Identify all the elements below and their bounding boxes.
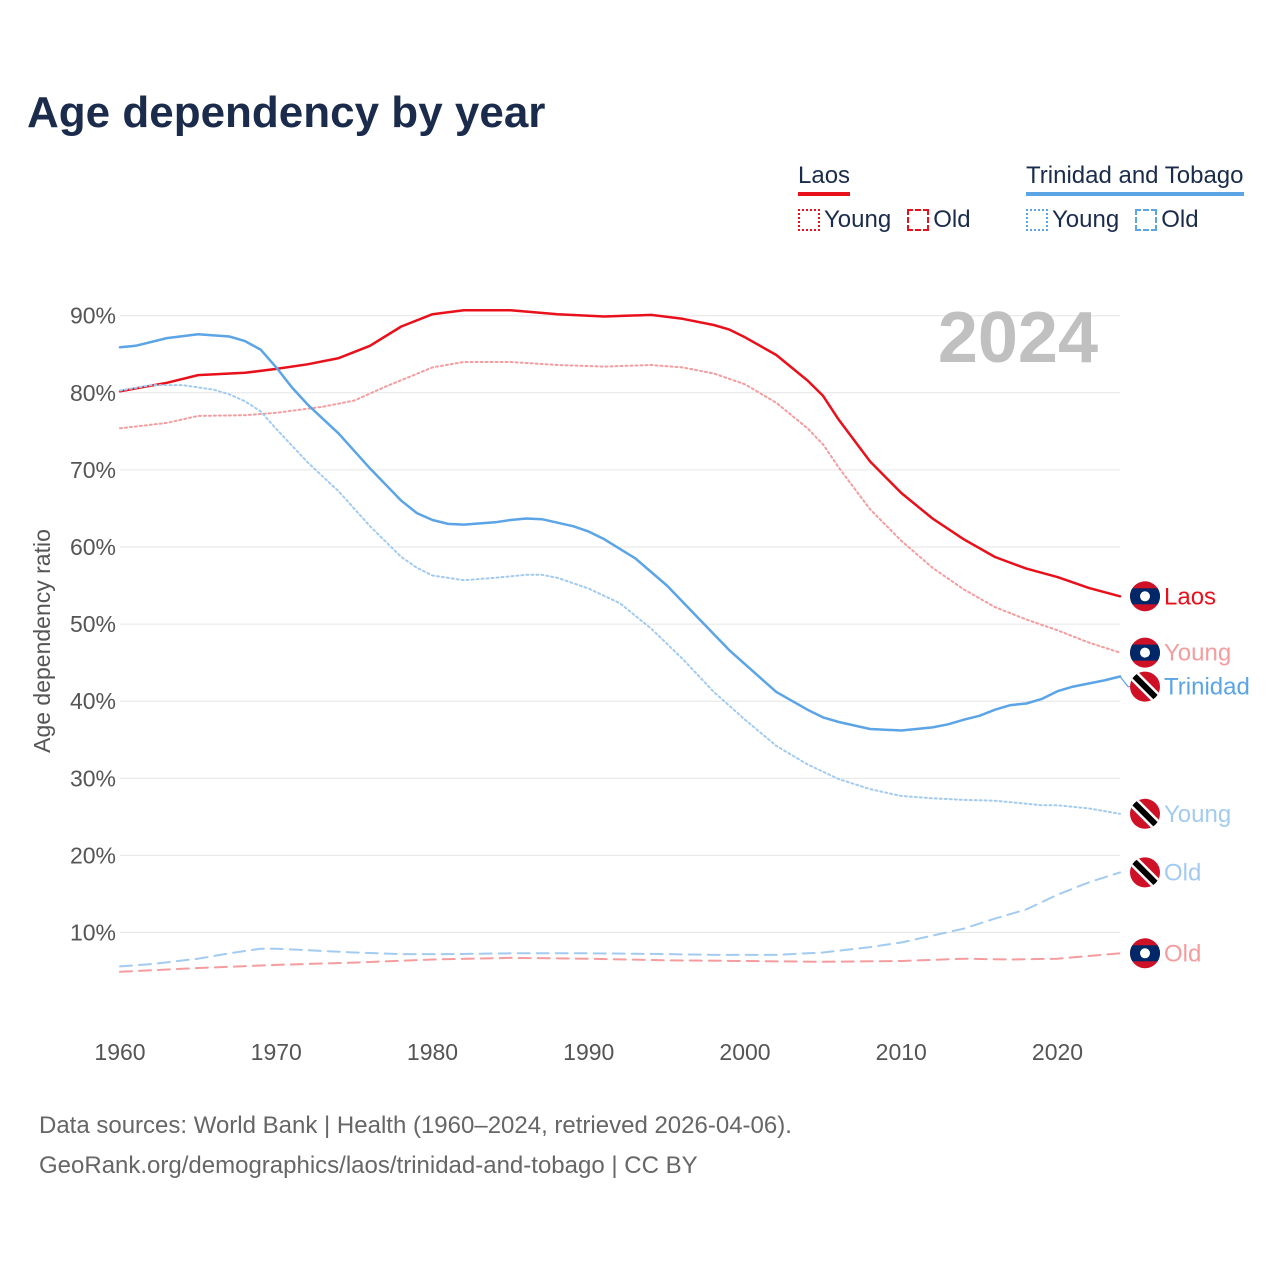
legend-tt-old-swatch xyxy=(1135,209,1158,231)
x-tick-label: 1980 xyxy=(407,1039,458,1065)
flag-tt-icon xyxy=(1130,671,1160,702)
y-tick-label: 20% xyxy=(70,842,116,868)
x-tick-label: 2000 xyxy=(719,1039,770,1065)
legend-tt-young-swatch xyxy=(1026,209,1048,231)
end-label-laos-old: Old xyxy=(1164,940,1201,967)
legend-tt-old-label[interactable]: Old xyxy=(1161,206,1199,233)
y-tick-label: 70% xyxy=(70,457,116,483)
legend-tt-country[interactable]: Trinidad and Tobago xyxy=(1026,162,1244,196)
flag-laos-icon xyxy=(1130,637,1160,668)
legend-tt-young-label[interactable]: Young xyxy=(1052,206,1120,233)
series-line-trinidad-and-tobago[interactable] xyxy=(118,332,1122,732)
legend-laos-young-swatch xyxy=(798,209,820,231)
series-line-laos-young[interactable] xyxy=(119,361,1121,654)
legend-laos-country[interactable]: Laos xyxy=(798,162,851,196)
legend-laos-old-swatch xyxy=(907,209,930,231)
x-tick-label: 2010 xyxy=(876,1039,927,1065)
end-label-trinidad-and-tobago: Trinidad xyxy=(1164,674,1250,701)
legend-laos-young-label[interactable]: Young xyxy=(824,206,892,233)
y-tick-label: 60% xyxy=(70,534,116,560)
x-tick-label: 1960 xyxy=(94,1039,145,1065)
gridlines xyxy=(120,315,1120,933)
y-tick-label: 10% xyxy=(70,920,116,946)
chart-title: Age dependency by year xyxy=(27,88,546,137)
series-line-trinidad-and-tobago-young[interactable] xyxy=(119,384,1121,815)
flag-laos-icon xyxy=(1130,581,1160,612)
series-line-laos-old[interactable] xyxy=(119,952,1121,973)
end-labels: Laos Young Trinidad Young Old Old xyxy=(1119,581,1250,969)
flag-laos-icon xyxy=(1130,938,1160,969)
legend-laos-old-label[interactable]: Old xyxy=(933,206,971,233)
end-label-trinidad-and-tobago-old: Old xyxy=(1164,859,1201,886)
y-tick-label: 80% xyxy=(70,380,116,406)
year-watermark: 2024 xyxy=(938,298,1098,378)
y-axis-title: Age dependency ratio xyxy=(29,529,55,753)
flag-tt-icon xyxy=(1130,798,1160,829)
legend-tt: Trinidad and Tobago Young Old xyxy=(1026,162,1244,234)
x-tick-label: 1990 xyxy=(563,1039,614,1065)
series-line-laos[interactable] xyxy=(118,309,1122,598)
axes: 10% 20% 30% 40% 50% 60% 70% 80% 90% 1960 1970 1980 1… xyxy=(70,303,1083,1065)
end-label-laos-young: Young xyxy=(1164,640,1231,667)
x-tick-label: 2020 xyxy=(1032,1039,1083,1065)
footer-sources: Data sources: World Bank | Health (1960–… xyxy=(39,1112,792,1139)
legend-laos: Laos Young Old xyxy=(798,162,987,234)
footer: Data sources: World Bank | Health (1960–… xyxy=(39,1106,792,1186)
y-tick-label: 30% xyxy=(70,765,116,791)
y-tick-label: 40% xyxy=(70,688,116,714)
series-lines xyxy=(118,309,1122,973)
end-label-laos: Laos xyxy=(1164,583,1216,610)
y-tick-label: 90% xyxy=(70,303,116,329)
y-tick-label: 50% xyxy=(70,611,116,637)
x-tick-label: 1970 xyxy=(251,1039,302,1065)
footer-url[interactable]: GeoRank.org/demographics/laos/trinidad-a… xyxy=(39,1152,698,1179)
series-line-trinidad-and-tobago-old[interactable] xyxy=(119,871,1121,968)
end-label-trinidad-and-tobago-young: Young xyxy=(1164,801,1231,828)
flag-tt-icon xyxy=(1130,857,1160,888)
